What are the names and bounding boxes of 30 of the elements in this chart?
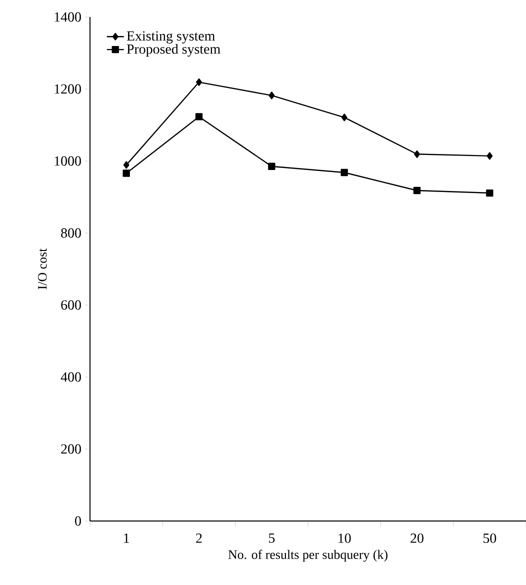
- point: [195, 113, 203, 120]
- point: [486, 152, 493, 160]
- y-tick-label: 1200: [54, 84, 81, 94]
- x-tick-label: 50: [484, 534, 496, 543]
- x-tick-label: 2: [196, 534, 202, 543]
- y-tick-label: 200: [61, 444, 81, 454]
- x-tick-label: 20: [410, 534, 424, 543]
- point: [413, 186, 421, 194]
- point: [123, 161, 130, 169]
- point: [486, 189, 494, 197]
- x-tick-label: 10: [338, 534, 351, 543]
- y-tick-label: 0: [75, 516, 81, 526]
- x-tick-label: 5: [268, 534, 275, 543]
- legend-label: Proposed system: [126, 44, 220, 57]
- x-tick-label: 1: [124, 534, 129, 543]
- legend-label: Existing system: [126, 31, 215, 44]
- point: [340, 168, 348, 176]
- point: [196, 78, 202, 86]
- y-tick-label: 400: [60, 372, 81, 382]
- y-tick-label: 800: [61, 228, 81, 238]
- y-tick-label: 1000: [54, 156, 81, 166]
- point: [268, 162, 276, 170]
- point: [341, 114, 348, 122]
- y-tick-label: 600: [61, 300, 81, 310]
- y-axis-title: I/O cost: [38, 248, 47, 290]
- point: [414, 150, 420, 158]
- y-tick-label: 1400: [54, 12, 81, 22]
- point: [268, 92, 275, 100]
- x-axis-title: No. of results per subquery (k): [228, 550, 388, 562]
- point: [122, 170, 130, 177]
